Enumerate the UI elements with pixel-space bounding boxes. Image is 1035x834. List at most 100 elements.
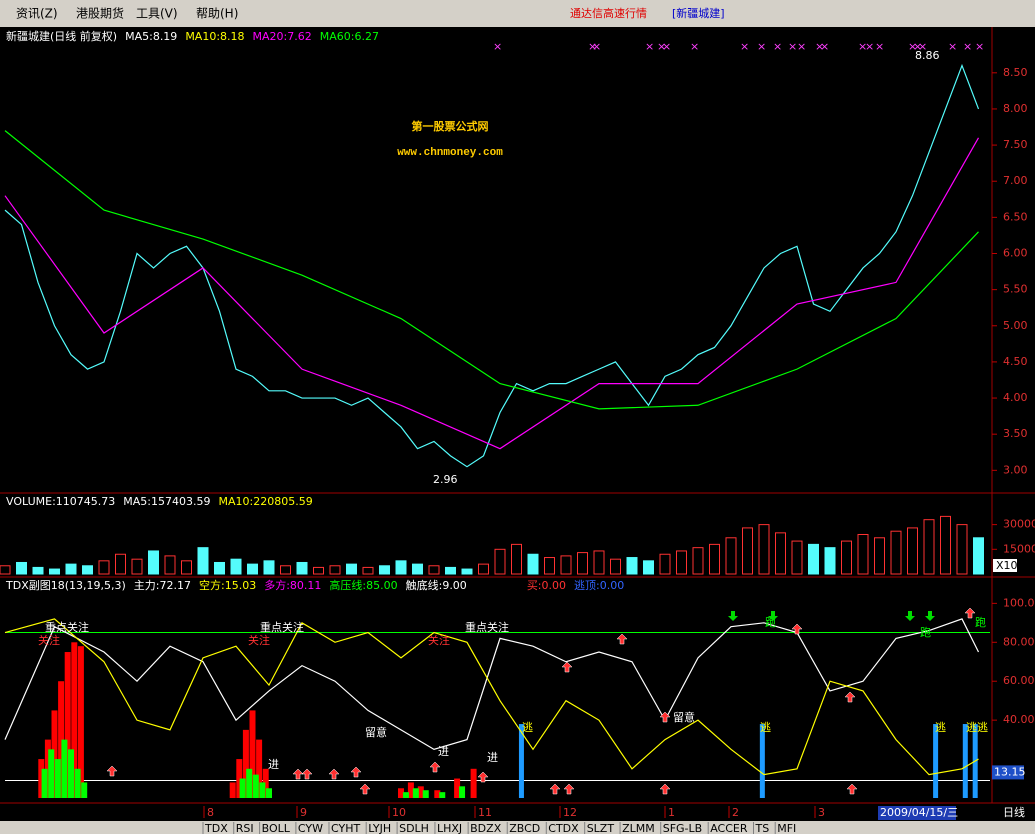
volume-bar [412, 563, 423, 575]
tab[interactable]: SLZT [587, 822, 615, 834]
tab[interactable]: TS [755, 822, 770, 834]
legend-text: 主力:72.17 [134, 579, 191, 592]
menu-item[interactable]: 港股期货 [76, 6, 124, 21]
signal-bar [68, 749, 74, 798]
tab[interactable]: MFI [777, 822, 796, 834]
marker: × [908, 40, 917, 53]
volume-bar [742, 527, 753, 575]
tab[interactable]: CYHT [331, 822, 360, 834]
tab[interactable]: TDX [204, 822, 228, 834]
legend-text: TDX副图18(13,19,5,3) [5, 579, 126, 592]
tab[interactable]: ZLMM [622, 822, 655, 834]
legend-text: 新疆城建(日线 前复权) [6, 29, 117, 43]
annotation: 逃 [522, 721, 533, 734]
buy-arrow [561, 661, 573, 673]
volume-bar [247, 563, 258, 575]
marker: × [913, 40, 922, 53]
annotation: 逃 [935, 721, 946, 734]
signal-bar [262, 768, 269, 798]
y-tick-label: 7.00 [1003, 174, 1028, 187]
y-tick-label: 30000 [1003, 518, 1035, 531]
annotation: 关注 [248, 633, 270, 647]
volume-bar [164, 555, 176, 575]
volume-bar [65, 563, 77, 575]
watermark-url: www.chnmoney.com [397, 147, 503, 159]
tab[interactable]: LHXJ [437, 822, 462, 834]
buy-arrow [350, 766, 362, 778]
marker: × [493, 40, 502, 53]
signal-bar [236, 759, 243, 798]
volume-bar [115, 553, 126, 575]
tab[interactable]: CTDX [548, 822, 579, 834]
volume-bar [808, 543, 819, 575]
signal-bar [422, 790, 429, 798]
volume-bar [263, 560, 275, 575]
y-tick-label: 40.00 [1003, 713, 1035, 726]
app-title: 通达信高速行情 [570, 6, 647, 20]
signal-bar [266, 788, 272, 798]
tab[interactable]: SFG-LB [663, 822, 702, 834]
signal-bar [48, 749, 55, 798]
volume-bar [511, 543, 522, 575]
signal-bar [402, 792, 409, 798]
tab[interactable]: RSI [236, 822, 254, 834]
volume-bar [280, 565, 291, 575]
signal-bar [74, 768, 81, 798]
signal-bar [962, 724, 968, 798]
volume-bar [709, 543, 720, 575]
volume-bar [626, 557, 638, 575]
tab[interactable]: ZBCD [509, 822, 540, 834]
marker: × [662, 40, 671, 53]
volume-bar [890, 530, 902, 575]
annotation: 逃逃 [966, 721, 988, 734]
tab[interactable]: BDZX [470, 822, 502, 834]
legend-text: MA60:6.27 [320, 30, 379, 43]
volume-bar [692, 547, 704, 575]
marker: × [820, 40, 829, 53]
menu-item[interactable]: 工具(V) [136, 7, 178, 21]
signal-bar [759, 724, 765, 798]
marker: × [773, 40, 782, 53]
volume-bar [527, 553, 539, 575]
marker: × [975, 40, 984, 53]
moving-average [4, 137, 980, 450]
volume-bar [181, 560, 192, 575]
tab[interactable]: BOLL [262, 822, 291, 834]
annotation: 留意 [673, 710, 695, 724]
signal-bar [454, 778, 461, 798]
signal-bar [933, 724, 939, 798]
buy-arrow [791, 623, 803, 635]
y-tick-label: 60.00 [1003, 674, 1035, 687]
marker: × [948, 40, 957, 53]
signal-bar [77, 646, 84, 798]
menu-item[interactable]: 资讯(Z) [16, 7, 58, 21]
volume-bar [478, 563, 489, 575]
buy-arrow [301, 768, 313, 780]
tab[interactable]: ACCER [710, 822, 748, 834]
signal-bar [239, 778, 246, 798]
buy-arrow [844, 691, 856, 703]
annotation: 留意 [365, 725, 387, 739]
annotation: 进 [438, 745, 449, 758]
signal-bar [398, 788, 404, 798]
volume-bar [131, 558, 143, 575]
y-tick-label: 5.50 [1003, 283, 1028, 296]
marker: × [588, 40, 597, 53]
tab[interactable]: SDLH [399, 822, 429, 834]
signal-bar [518, 724, 524, 798]
y-tick-label: 3.00 [1003, 463, 1028, 476]
volume-bar [940, 515, 951, 575]
scale-box [993, 559, 1017, 572]
legend-text: MA5:8.19 [125, 30, 177, 43]
signal-bar [417, 786, 424, 798]
signal-bar [81, 782, 88, 798]
menu-item[interactable]: 帮助(H) [196, 7, 238, 21]
legend-text: 逃顶:0.00 [574, 579, 624, 592]
indicator-line [4, 618, 980, 750]
marker: × [645, 40, 654, 53]
tab[interactable]: LYJH [368, 822, 391, 834]
volume-bar [32, 566, 44, 575]
volume-bar [214, 561, 225, 575]
legend-text: 多方:80.11 [264, 578, 321, 592]
tab[interactable]: CYW [298, 822, 323, 834]
